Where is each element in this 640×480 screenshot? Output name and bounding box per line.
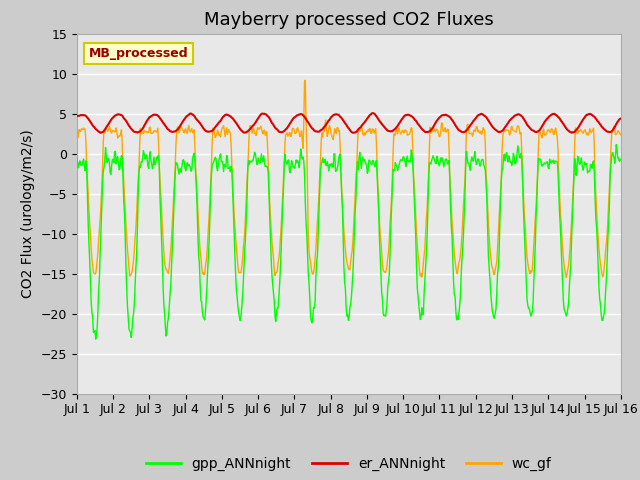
Title: Mayberry processed CO2 Fluxes: Mayberry processed CO2 Fluxes bbox=[204, 11, 493, 29]
Text: MB_processed: MB_processed bbox=[89, 47, 188, 60]
Legend: gpp_ANNnight, er_ANNnight, wc_gf: gpp_ANNnight, er_ANNnight, wc_gf bbox=[140, 451, 557, 476]
Y-axis label: CO2 Flux (urology/m2/s): CO2 Flux (urology/m2/s) bbox=[21, 129, 35, 298]
